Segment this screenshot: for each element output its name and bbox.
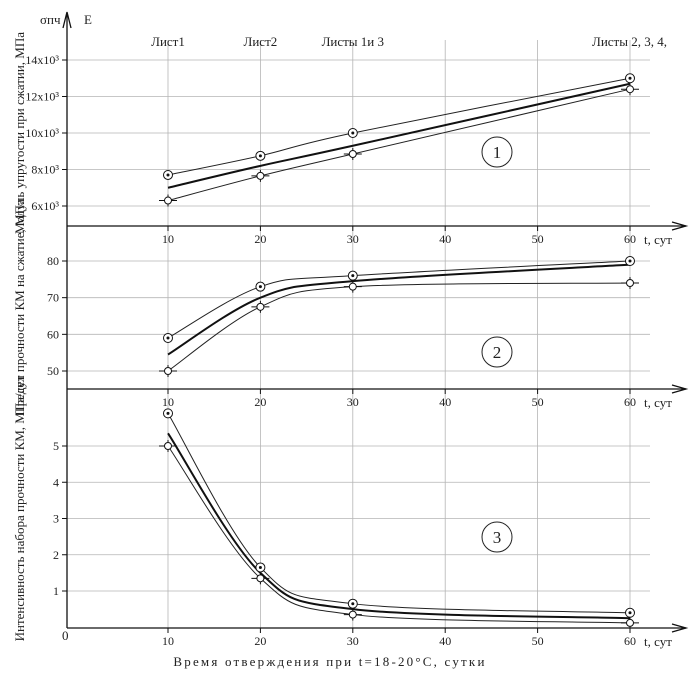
series-line-lower <box>167 88 631 202</box>
data-point-lower <box>626 279 634 287</box>
x-tick-label: 10 <box>162 232 174 246</box>
y-axis-label: Модуль упругости при сжатии, МПа <box>12 32 27 234</box>
x-axis-arrow <box>671 384 689 394</box>
x-axis-arrow <box>671 221 689 231</box>
y-axis-label: Предел прочности КМ на сжатие, МПа <box>12 199 27 416</box>
y-tick-label: 60 <box>47 327 59 341</box>
x-tick-label: 50 <box>532 634 544 648</box>
series-line-mean <box>167 82 631 189</box>
sheet-label: Листы 2, 3, 4, <box>592 34 667 49</box>
data-point-lower <box>164 196 172 205</box>
series-line-lower <box>167 282 631 372</box>
x-tick-label: 10 <box>162 395 174 409</box>
data-point-upper-center <box>628 611 632 615</box>
x-axis-title: Время отверждения при t=18-20°C, сутки <box>173 654 486 669</box>
data-point-lower <box>164 442 172 450</box>
x-tick-label: 60 <box>624 395 636 409</box>
x-axis-unit-label: t, сут <box>644 395 672 410</box>
curve-number: 2 <box>493 343 502 362</box>
labels-layer: σпч E 0 Время отверждения при t=18-20°C,… <box>12 12 672 669</box>
y-tick-label: 70 <box>47 291 59 305</box>
x-tick-label: 10 <box>162 634 174 648</box>
data-point-upper-center <box>258 154 262 158</box>
series-line-lower <box>167 445 631 624</box>
y-tick-label: 4 <box>53 475 59 489</box>
data-point-upper-center <box>628 76 632 80</box>
x-tick-label: 40 <box>439 395 451 409</box>
curve-number-circle <box>481 136 513 168</box>
y-tick-label: 10x10³ <box>25 126 59 140</box>
series-line-upper <box>167 260 631 339</box>
sheet-label: Листы 1и 3 <box>322 34 384 49</box>
series-layer <box>167 77 631 624</box>
y-tick-label: 50 <box>47 364 59 378</box>
sheet-label: Лист2 <box>244 34 278 49</box>
series-line-mean <box>167 432 631 620</box>
data-point-lower <box>348 149 357 158</box>
y-tick-label: 5 <box>53 439 59 453</box>
data-point-upper-center <box>166 411 170 415</box>
x-tick-label: 50 <box>532 232 544 246</box>
axes-layer <box>62 11 689 633</box>
curve-number: 3 <box>493 528 502 547</box>
x-axis-unit-label: t, сут <box>644 232 672 247</box>
data-point-lower <box>626 618 634 627</box>
data-point-upper-center <box>258 565 262 569</box>
data-point-upper-center <box>351 602 355 606</box>
x-tick-label: 30 <box>347 634 359 648</box>
data-point-upper-center <box>351 274 355 278</box>
y-tick-label: 80 <box>47 254 59 268</box>
y-tick-label: 2 <box>53 548 59 562</box>
data-point-lower <box>256 574 265 583</box>
x-tick-label: 40 <box>439 634 451 648</box>
data-point-upper-center <box>628 259 632 263</box>
x-tick-label: 40 <box>439 232 451 246</box>
data-point-lower <box>256 171 265 180</box>
y-tick-label: 6x10³ <box>31 199 59 213</box>
series-line-mean <box>167 263 631 356</box>
x-tick-label: 20 <box>254 395 266 409</box>
y-tick-label: 8x10³ <box>31 163 59 177</box>
curve-number-circle <box>481 521 513 553</box>
data-point-upper-center <box>258 285 262 289</box>
y-axis-arrow <box>62 11 72 29</box>
data-point-lower <box>164 367 172 375</box>
sigma-symbol: σпч <box>40 12 61 27</box>
curve-number-circle <box>481 336 513 368</box>
x-tick-label: 20 <box>254 232 266 246</box>
sheet-label: Лист1 <box>151 34 185 49</box>
x-tick-label: 50 <box>532 395 544 409</box>
grid-layer <box>67 40 650 628</box>
data-point-lower <box>348 610 357 619</box>
x-tick-label: 20 <box>254 634 266 648</box>
data-point-lower <box>348 282 357 291</box>
curve-number: 1 <box>493 143 502 162</box>
y-tick-label: 3 <box>53 512 59 526</box>
x-tick-label: 60 <box>624 634 636 648</box>
markers-layer <box>159 73 639 629</box>
x-axis-arrow <box>671 623 689 633</box>
data-point-upper-center <box>166 336 170 340</box>
x-tick-label: 60 <box>624 232 636 246</box>
modulus-symbol: E <box>84 12 92 27</box>
x-tick-label: 30 <box>347 232 359 246</box>
x-tick-label: 30 <box>347 395 359 409</box>
data-point-upper-center <box>166 173 170 177</box>
data-point-upper-center <box>351 131 355 135</box>
y-tick-label: 14x10³ <box>25 53 59 67</box>
series-line-upper <box>167 413 631 614</box>
y-tick-label: 1 <box>53 584 59 598</box>
y-axis-label: Интенсивность набора прочности КМ, МПа/с… <box>12 375 27 641</box>
x-axis-unit-label: t, сут <box>644 634 672 649</box>
series-line-upper <box>167 77 631 176</box>
y-tick-label: 12x10³ <box>25 90 59 104</box>
data-point-lower <box>626 85 634 94</box>
origin-label: 0 <box>62 628 69 643</box>
data-point-lower <box>256 302 265 311</box>
